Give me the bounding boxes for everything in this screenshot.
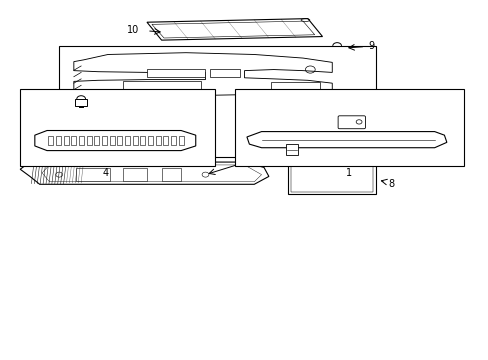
Bar [125,136,130,145]
Bar [102,136,107,145]
Bar [178,136,183,145]
Bar [86,136,91,145]
Text: 5: 5 [45,95,52,105]
Bar [171,136,176,145]
Bar [63,136,68,145]
Bar [291,163,372,192]
Text: 4: 4 [102,168,108,178]
FancyBboxPatch shape [337,116,365,129]
Text: 1: 1 [346,168,352,178]
Bar [94,136,99,145]
Bar [140,136,145,145]
Bar [76,168,110,181]
Bar [155,136,160,145]
Bar [79,136,84,145]
Bar [285,144,297,155]
Text: 9: 9 [368,41,374,51]
Text: 7: 7 [254,154,260,165]
Bar [330,46,342,53]
Bar [56,136,61,145]
Bar [59,45,375,157]
Bar [109,136,114,145]
Bar [75,99,87,106]
Bar [210,69,239,77]
Bar [161,168,181,181]
Text: 2: 2 [268,147,274,157]
Text: 6: 6 [385,96,391,106]
Bar [122,81,200,91]
Bar [48,136,53,145]
Bar [20,89,215,166]
Bar [271,82,320,91]
Text: 8: 8 [387,179,394,189]
Bar [234,89,463,166]
Bar [71,136,76,145]
Bar [117,136,122,145]
Bar [122,168,147,181]
Bar [132,136,137,145]
Bar [147,69,205,77]
Bar [148,136,153,145]
Bar [163,136,168,145]
Text: 10: 10 [127,26,140,35]
Text: 3: 3 [372,116,378,126]
